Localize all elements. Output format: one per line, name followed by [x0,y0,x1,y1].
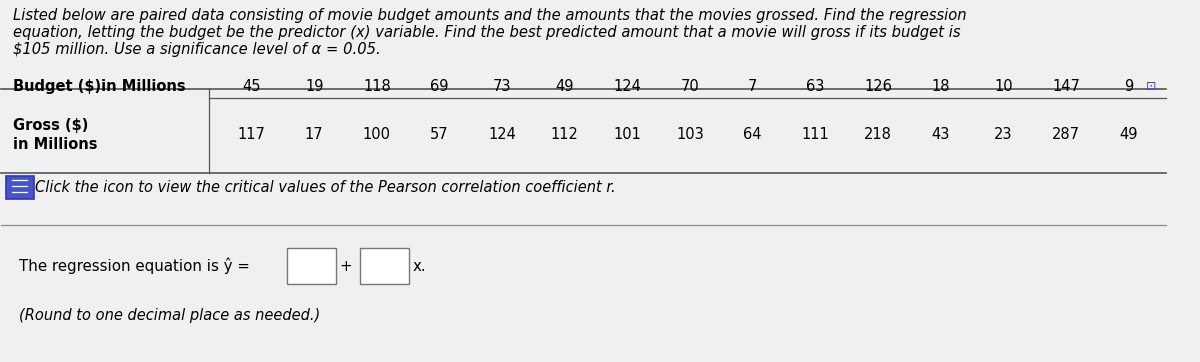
Text: 57: 57 [431,127,449,142]
Text: 45: 45 [242,79,260,94]
FancyBboxPatch shape [360,248,409,284]
Text: 64: 64 [744,127,762,142]
Text: Gross ($): Gross ($) [13,118,89,133]
Text: 17: 17 [305,127,324,142]
Text: 126: 126 [864,79,892,94]
Text: The regression equation is ŷ =: The regression equation is ŷ = [19,258,250,274]
Text: 19: 19 [305,79,324,94]
Text: 18: 18 [931,79,950,94]
FancyBboxPatch shape [287,248,336,284]
Text: 73: 73 [493,79,511,94]
Text: 69: 69 [431,79,449,94]
Text: 147: 147 [1052,79,1080,94]
Text: 10: 10 [994,79,1013,94]
Text: 100: 100 [362,127,391,142]
Text: Budget ($)in Millions: Budget ($)in Millions [13,79,186,94]
Text: 70: 70 [680,79,700,94]
Text: 112: 112 [551,127,578,142]
Text: 218: 218 [864,127,892,142]
Text: 63: 63 [806,79,824,94]
Text: Listed below are paired data consisting of movie budget amounts and the amounts : Listed below are paired data consisting … [13,8,967,58]
FancyBboxPatch shape [6,176,34,199]
Text: 124: 124 [613,79,641,94]
Text: 7: 7 [748,79,757,94]
Text: in Millions: in Millions [13,136,97,152]
Text: 49: 49 [556,79,574,94]
Text: 117: 117 [238,127,265,142]
Text: 124: 124 [488,127,516,142]
Text: 118: 118 [362,79,391,94]
Text: 43: 43 [931,127,950,142]
Text: Click the icon to view the critical values of the Pearson correlation coefficien: Click the icon to view the critical valu… [35,180,616,195]
Text: ⊡: ⊡ [1146,80,1157,93]
Text: 287: 287 [1052,127,1080,142]
Text: 49: 49 [1120,127,1138,142]
Text: 111: 111 [802,127,829,142]
Text: x.: x. [413,258,426,274]
Text: 9: 9 [1124,79,1133,94]
Text: (Round to one decimal place as needed.): (Round to one decimal place as needed.) [19,308,320,323]
Text: 103: 103 [676,127,704,142]
Text: +: + [340,258,352,274]
Text: 23: 23 [994,127,1013,142]
Text: 101: 101 [613,127,641,142]
